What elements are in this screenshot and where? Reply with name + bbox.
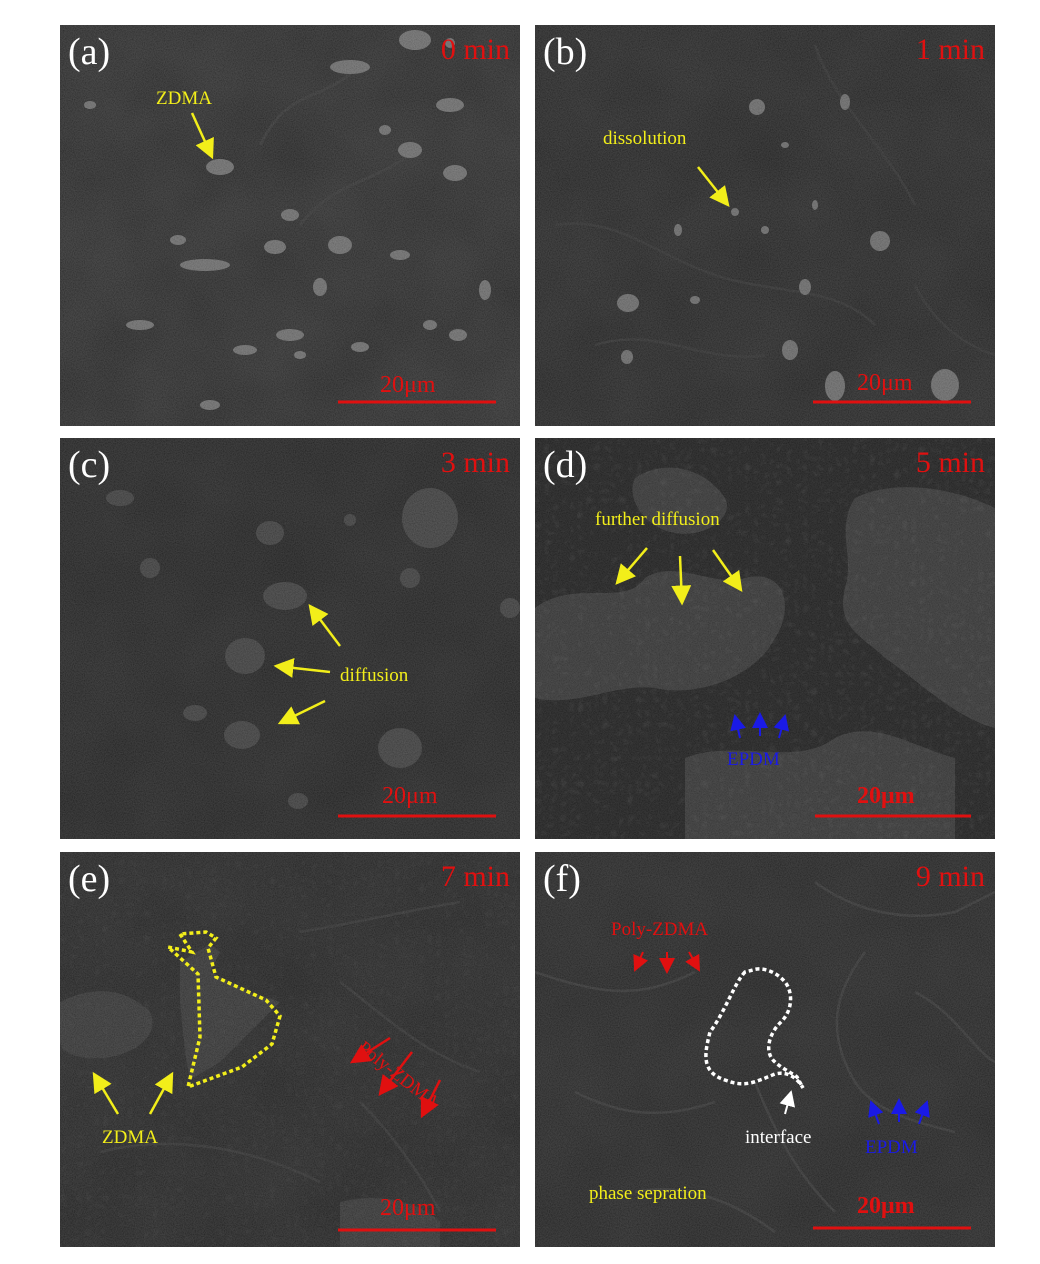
time-label: 9 min — [915, 860, 985, 893]
panel-label: (c) — [68, 444, 111, 486]
scale-label: 20μm — [857, 1193, 915, 1219]
annotation-epdm: EPDM — [865, 1137, 918, 1158]
sem-image-b — [535, 25, 995, 426]
annotation-interface: interface — [745, 1127, 812, 1148]
panel-label: (f) — [543, 858, 581, 900]
panel-b: (b) 1 min dissolution 20μm — [535, 25, 995, 426]
time-label: 0 min — [440, 33, 510, 66]
sem-image-d — [535, 438, 995, 839]
annotation-dissolution: dissolution — [603, 128, 687, 149]
sem-image-c — [60, 438, 520, 839]
interface-outline — [704, 967, 805, 1089]
time-label: 7 min — [440, 860, 510, 893]
annotation-further-diffusion: further diffusion — [595, 509, 720, 530]
arrows-b — [697, 166, 971, 404]
panel-label: (e) — [68, 858, 111, 900]
panel-d: (d) 5 min further diffusion EPDM 20μm — [535, 438, 995, 839]
panel-c: (c) 3 min diffusion 20μm — [60, 438, 520, 839]
scale-label: 20μm — [380, 372, 436, 398]
annotation-zdma: ZDMA — [156, 88, 212, 109]
sem-image-e — [60, 852, 520, 1247]
sem-image-f — [535, 852, 995, 1247]
annotation-zdma: ZDMA — [102, 1127, 158, 1148]
time-label: 5 min — [915, 446, 985, 479]
time-label: 1 min — [915, 33, 985, 66]
panel-label: (d) — [543, 444, 588, 486]
scale-label: 20μm — [380, 1195, 436, 1221]
panel-label: (b) — [543, 31, 588, 73]
panel-a: (a) 0 min ZDMA 20μm — [60, 25, 520, 426]
scale-label: 20μm — [857, 370, 913, 396]
annotation-diffusion: diffusion — [340, 665, 409, 686]
time-label: 3 min — [440, 446, 510, 479]
arrows-c — [273, 604, 496, 818]
annotation-epdm: EPDM — [727, 749, 780, 770]
annotation-poly-zdma: Poly-ZDMA — [611, 919, 709, 940]
panel-f: (f) 9 min Poly-ZDMA interface EPDM phase… — [535, 852, 995, 1247]
arrows-f — [633, 951, 971, 1230]
panel-label: (a) — [68, 31, 111, 73]
scale-label: 20μm — [857, 783, 915, 809]
arrows-d — [615, 547, 971, 818]
arrows-a — [190, 112, 496, 404]
sem-image-a — [60, 25, 520, 426]
scale-label: 20μm — [382, 783, 438, 809]
zdma-outline — [162, 930, 282, 1090]
annotation-phase-sepration: phase sepration — [589, 1183, 707, 1204]
arrows-e — [92, 930, 496, 1232]
panel-e: (e) 7 min ZDMA Poly-ZDMA 20μm — [60, 852, 520, 1247]
